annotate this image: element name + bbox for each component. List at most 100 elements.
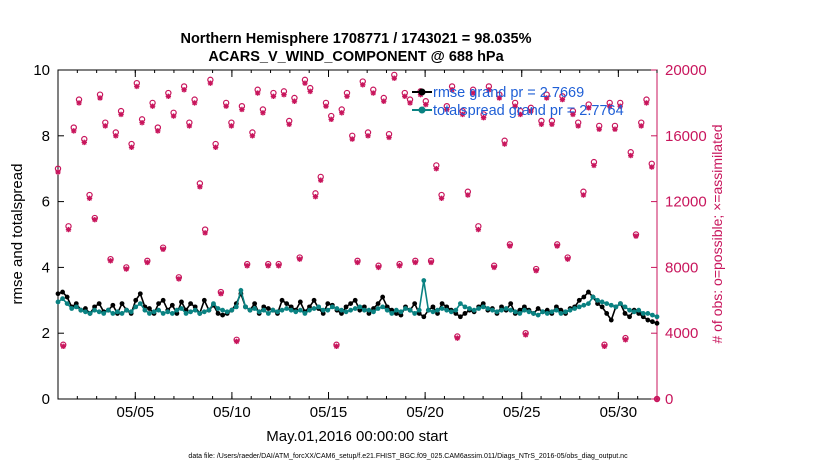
obs-assimilated-series	[55, 75, 660, 402]
obs-assimilated-point	[638, 123, 644, 129]
totalspread-point	[457, 301, 463, 306]
obs-assimilated-point	[612, 126, 618, 132]
rmse-point	[608, 317, 614, 323]
totalspread-point	[256, 309, 262, 315]
rmse-point	[554, 304, 559, 310]
totalspread-point	[421, 278, 427, 283]
y-tick-label: 0	[42, 391, 50, 408]
totalspread-point	[558, 311, 564, 316]
obs-assimilated-point	[396, 263, 403, 269]
rmse-point	[645, 317, 651, 323]
totalspread-point	[366, 307, 372, 313]
totalspread-point	[288, 307, 294, 313]
rmse-point	[288, 304, 294, 310]
rmse-point	[462, 311, 468, 316]
x-axis: 05/05 05/10 05/15 05/20 05/25 05/30	[57, 70, 658, 421]
rmse-point	[348, 301, 354, 306]
rmse-point	[92, 304, 97, 310]
totalspread-point	[297, 307, 303, 313]
obs-assimilated-point	[65, 226, 72, 233]
totalspread-point	[307, 307, 312, 313]
totalspread-point	[64, 301, 70, 306]
totalspread-point	[435, 307, 440, 313]
rmse-point	[371, 306, 376, 311]
obs-assimilated-point	[118, 111, 124, 118]
rmse-point	[444, 304, 450, 310]
totalspread-point	[567, 307, 573, 313]
legend: rmse grand pr = 2.7669 totalspread grand…	[412, 85, 624, 119]
rmse-point	[156, 301, 161, 306]
totalspread-point	[179, 306, 184, 311]
totalspread-point	[192, 307, 198, 313]
obs-assimilated-point	[549, 121, 555, 127]
obs-assimilated-point	[197, 184, 203, 190]
obs-assimilated-point	[407, 100, 413, 106]
obs-assimilated-point	[223, 103, 229, 109]
obs-assimilated-point	[428, 259, 434, 266]
totalspread-point	[462, 304, 468, 310]
obs-assimilated-point	[113, 133, 119, 139]
obs-assimilated-point	[381, 98, 387, 104]
rmse-point	[558, 307, 564, 313]
obs-assimilated-point	[260, 110, 266, 116]
legend-spread-marker	[418, 106, 426, 114]
obs-assimilated-point	[233, 338, 240, 345]
obs-assimilated-point	[412, 259, 418, 266]
y-right-tick-label: 4000	[665, 325, 698, 342]
obs-assimilated-point	[228, 123, 235, 129]
rmse-point	[325, 301, 331, 306]
obs-assimilated-point	[580, 192, 587, 198]
rmse-point	[261, 304, 267, 310]
obs-assimilated-point	[333, 343, 340, 350]
rmse-point	[599, 304, 605, 310]
rmse-point	[339, 311, 344, 316]
chart-title: Northern Hemisphere 1708771 / 1743021 = …	[180, 31, 531, 47]
totalspread-point	[517, 311, 523, 316]
totalspread-point	[92, 307, 97, 313]
rmse-point	[499, 304, 504, 310]
rmse-point	[636, 311, 642, 316]
obs-assimilated-point	[533, 267, 539, 274]
rmse-point	[393, 311, 399, 316]
legend-rmse-label: rmse grand pr = 2.7669	[433, 85, 584, 101]
rmse-point	[64, 294, 70, 300]
obs-assimilated-point	[391, 75, 397, 81]
rmse-point	[192, 304, 198, 310]
rmse-point	[595, 301, 600, 306]
rmse-point	[252, 301, 258, 306]
totalspread-point	[352, 306, 358, 311]
obs-assimilated-point	[475, 226, 482, 233]
obs-assimilated-point	[496, 95, 503, 101]
y-right-tick-label: 0	[665, 391, 673, 408]
totalspread-point	[83, 309, 88, 315]
x-tick-label: 05/05	[117, 404, 155, 421]
totalspread-point	[398, 309, 404, 315]
rmse-point	[508, 301, 514, 306]
obs-assimilated-point	[165, 93, 172, 100]
totalspread-point	[448, 309, 454, 315]
x-tick-label: 05/20	[406, 404, 444, 421]
rmse-point	[389, 307, 395, 313]
totalspread-point	[261, 307, 267, 313]
rmse-point	[586, 289, 591, 295]
obs-assimilated-point	[517, 111, 524, 118]
rmse-point	[188, 301, 194, 306]
obs-assimilated-point	[601, 343, 608, 350]
totalspread-point	[572, 306, 578, 311]
y-axis-left: 0 2 4 6 8 10	[33, 62, 64, 408]
rmse-point	[352, 297, 358, 303]
rmse-point	[119, 301, 125, 306]
obs-assimilated-point	[486, 87, 492, 93]
totalspread-point	[412, 311, 418, 316]
rmse-point	[320, 311, 326, 316]
obs-assimilated-point	[507, 243, 513, 249]
totalspread-point	[206, 307, 212, 313]
totalspread-point	[115, 309, 120, 315]
obs-assimilated-point	[323, 103, 329, 109]
y-tick-label: 4	[42, 259, 50, 276]
totalspread-point	[211, 301, 216, 306]
rmse-point	[435, 311, 440, 316]
totalspread-point	[654, 314, 660, 320]
totalspread-point	[334, 306, 340, 311]
